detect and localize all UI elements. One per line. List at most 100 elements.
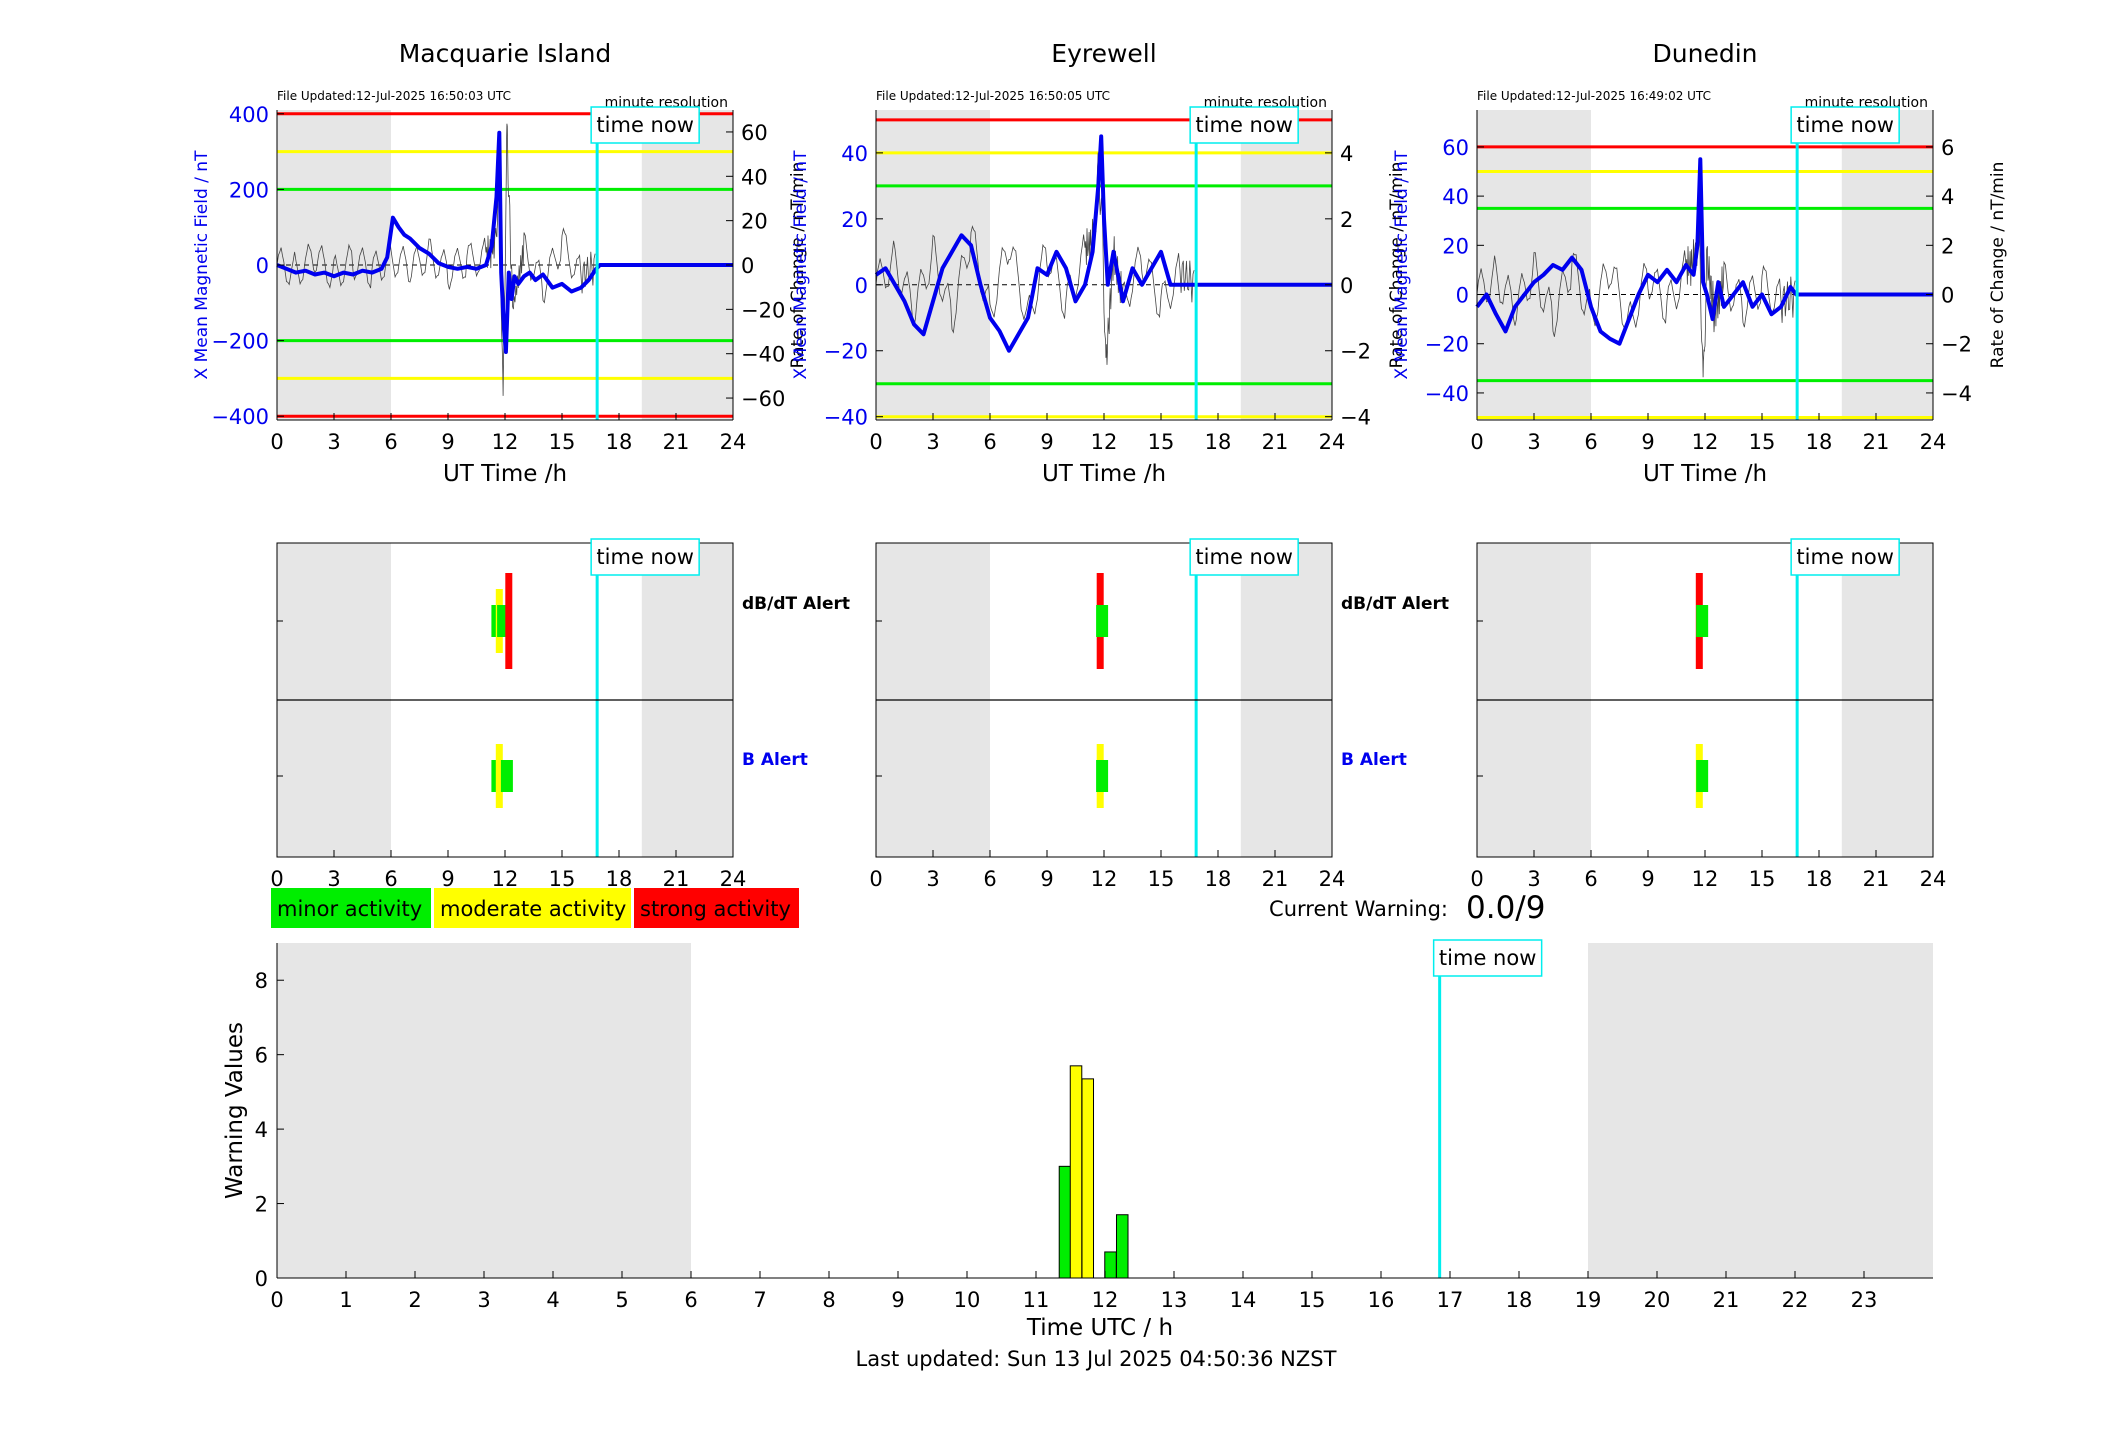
x-tick-label: 24 bbox=[720, 430, 747, 454]
x-tick-label: 24 bbox=[1920, 867, 1947, 891]
y-tick-label-left: 400 bbox=[229, 103, 269, 127]
x-tick-label: 3 bbox=[1527, 430, 1540, 454]
alert-bar-strong bbox=[505, 573, 513, 669]
magnetic-field-line bbox=[1475, 157, 1933, 346]
alert-bar-minor bbox=[1696, 760, 1709, 792]
y-tick-label-right: 2 bbox=[1941, 234, 1954, 258]
x-tick-label: 24 bbox=[1319, 867, 1346, 891]
night-shading bbox=[1240, 110, 1332, 420]
y-tick-label-right: 60 bbox=[741, 121, 768, 145]
legend-label-minor: minor activity bbox=[277, 897, 422, 921]
y-tick-label-right: 4 bbox=[1941, 185, 1954, 209]
magnetic-field-line bbox=[874, 134, 1332, 353]
alert-bar-minor bbox=[1096, 605, 1109, 637]
time-now-label: time now bbox=[596, 545, 693, 569]
x-tick-label: 16 bbox=[1368, 1288, 1395, 1312]
night-shading bbox=[1588, 943, 1933, 1278]
x-tick-label: 6 bbox=[983, 867, 996, 891]
x-tick-label: 21 bbox=[1713, 1288, 1740, 1312]
x-tick-label: 21 bbox=[1863, 867, 1890, 891]
x-tick-label: 15 bbox=[1749, 867, 1776, 891]
night-shading bbox=[277, 943, 691, 1278]
y-tick-label-left: 40 bbox=[841, 142, 868, 166]
y-axis-title-left: X Mean Magnetic Field / nT bbox=[1392, 150, 1412, 380]
x-tick-label: 18 bbox=[1806, 867, 1833, 891]
x-tick-label: 12 bbox=[492, 867, 519, 891]
x-tick-label: 12 bbox=[1091, 867, 1118, 891]
warning-bar-moderate bbox=[1069, 1065, 1083, 1279]
night-shading bbox=[876, 110, 990, 420]
x-tick-label: 23 bbox=[1851, 1288, 1878, 1312]
file-updated-label: File Updated:12-Jul-2025 16:50:03 UTC bbox=[277, 89, 511, 103]
y-tick-label-left: −200 bbox=[211, 330, 269, 354]
y-tick-label-left: −20 bbox=[1425, 333, 1469, 357]
x-tick-label: 7 bbox=[753, 1288, 766, 1312]
x-tick-label: 9 bbox=[1040, 867, 1053, 891]
warning-bar-minor bbox=[1104, 1251, 1117, 1279]
x-tick-label: 24 bbox=[1920, 430, 1947, 454]
y-tick-label-right: −60 bbox=[741, 387, 785, 411]
alert-row-label: B Alert bbox=[742, 750, 808, 770]
y-tick-label-right: −20 bbox=[741, 298, 785, 322]
x-tick-label: 12 bbox=[1092, 1288, 1119, 1312]
x-tick-label: 9 bbox=[1040, 430, 1053, 454]
x-tick-label: 21 bbox=[663, 867, 690, 891]
x-tick-label: 0 bbox=[270, 430, 283, 454]
x-tick-label: 12 bbox=[1692, 430, 1719, 454]
time-now-label-box bbox=[1790, 538, 1900, 576]
x-tick-label: 14 bbox=[1230, 1288, 1257, 1312]
x-tick-label: 0 bbox=[1470, 867, 1483, 891]
x-tick-label: 1 bbox=[339, 1288, 352, 1312]
x-tick-label: 4 bbox=[546, 1288, 559, 1312]
time-now-label-box bbox=[1790, 106, 1900, 144]
y-axis-title-right: Rate of Change / nT/min bbox=[1387, 162, 1407, 369]
legend-swatch-strong bbox=[634, 888, 799, 928]
x-tick-label: 20 bbox=[1644, 1288, 1671, 1312]
x-tick-label: 2 bbox=[408, 1288, 421, 1312]
x-tick-label: 3 bbox=[477, 1288, 490, 1312]
x-tick-label: 18 bbox=[1506, 1288, 1533, 1312]
time-now-label-box bbox=[1432, 939, 1543, 977]
x-tick-label: 3 bbox=[926, 867, 939, 891]
current-warning-label: Current Warning: bbox=[1269, 897, 1448, 921]
last-updated: Last updated: Sun 13 Jul 2025 04:50:36 N… bbox=[856, 1347, 1337, 1371]
x-axis-title: Time UTC / h bbox=[1026, 1315, 1173, 1341]
x-tick-label: 18 bbox=[606, 430, 633, 454]
warning-bar-minor bbox=[1058, 1165, 1072, 1279]
y-tick-label-right: 0 bbox=[741, 254, 754, 278]
x-tick-label: 17 bbox=[1437, 1288, 1464, 1312]
x-tick-label: 10 bbox=[954, 1288, 981, 1312]
x-tick-label: 3 bbox=[327, 430, 340, 454]
x-tick-label: 8 bbox=[822, 1288, 835, 1312]
y-tick-label-left: 20 bbox=[841, 208, 868, 232]
y-tick-label-left: 200 bbox=[229, 178, 269, 202]
rate-of-change-line bbox=[1476, 201, 1796, 378]
y-axis-title-right: Rate of Change / nT/min bbox=[1988, 162, 2008, 369]
legend-swatch-moderate bbox=[434, 888, 631, 928]
x-tick-label: 5 bbox=[615, 1288, 628, 1312]
x-tick-label: 13 bbox=[1161, 1288, 1188, 1312]
x-tick-label: 6 bbox=[384, 430, 397, 454]
chart-title: Macquarie Island bbox=[399, 39, 612, 68]
y-tick-label-right: 0 bbox=[1941, 284, 1954, 308]
night-shading bbox=[1841, 110, 1933, 420]
x-tick-label: 9 bbox=[891, 1288, 904, 1312]
y-tick-label: 8 bbox=[255, 969, 268, 993]
x-tick-label: 18 bbox=[606, 867, 633, 891]
x-tick-label: 0 bbox=[869, 430, 882, 454]
alert-row-label: B Alert bbox=[1341, 750, 1407, 770]
x-tick-label: 15 bbox=[549, 867, 576, 891]
x-tick-label: 12 bbox=[492, 430, 519, 454]
x-tick-label: 3 bbox=[327, 867, 340, 891]
y-tick-label: 6 bbox=[255, 1044, 268, 1068]
time-now-label: time now bbox=[1796, 113, 1893, 137]
x-tick-label: 9 bbox=[1641, 430, 1654, 454]
y-tick-label-left: −40 bbox=[824, 406, 868, 430]
x-tick-label: 21 bbox=[1863, 430, 1890, 454]
x-tick-label: 15 bbox=[549, 430, 576, 454]
x-tick-label: 24 bbox=[1319, 430, 1346, 454]
x-tick-label: 15 bbox=[1299, 1288, 1326, 1312]
time-now-label-box bbox=[1189, 538, 1299, 576]
y-tick-label: 0 bbox=[255, 1267, 268, 1291]
